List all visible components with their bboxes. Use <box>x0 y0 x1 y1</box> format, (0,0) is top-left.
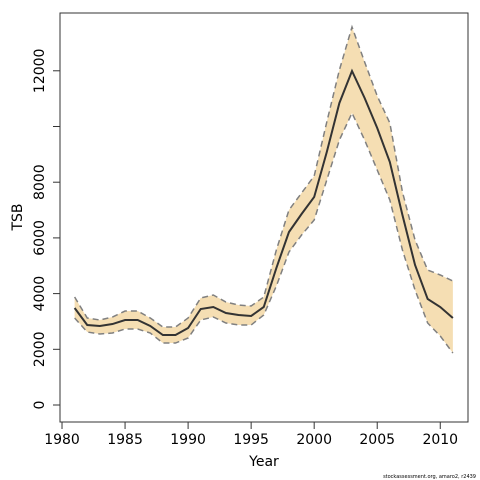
lower-bound <box>74 111 454 354</box>
y-tick-label: 8000 <box>32 164 48 200</box>
y-tick-label: 4000 <box>32 276 48 312</box>
x-tick-label: 1980 <box>44 432 80 448</box>
x-tick-label: 1995 <box>233 432 269 448</box>
x-tick-label: 1990 <box>170 432 206 448</box>
y-tick-label: 0 <box>32 401 48 410</box>
y-tick-label: 2000 <box>32 331 48 367</box>
y-tick-label: 12000 <box>32 49 48 94</box>
footer: stockassessment.org, amaro2, r2439 <box>383 474 476 480</box>
y-tick-label: 6000 <box>32 220 48 256</box>
x-tick-label: 2005 <box>359 432 395 448</box>
plot-frame <box>59 12 469 423</box>
x-axis-label: Year <box>248 454 279 470</box>
confidence-band <box>74 26 453 354</box>
y-axis-label: TSB <box>10 203 26 231</box>
estimate-line <box>73 68 454 337</box>
x-tick-label: 2010 <box>422 432 458 448</box>
x-tick-label: 1985 <box>107 432 143 448</box>
x-tick-label: 2000 <box>296 432 332 448</box>
